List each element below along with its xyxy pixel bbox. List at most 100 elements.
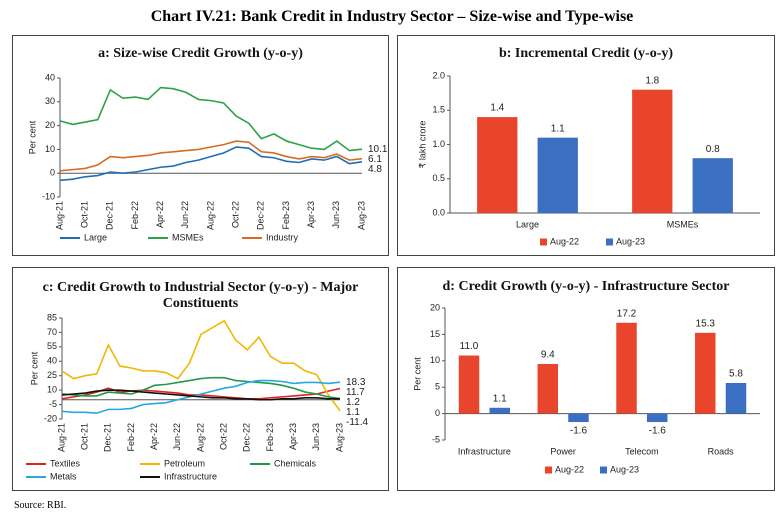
panel-frame xyxy=(12,267,389,491)
y-tick-label: -5 xyxy=(49,399,57,409)
x-tick-label: Aug-21 xyxy=(54,201,64,230)
y-tick-label: 0 xyxy=(50,168,55,178)
x-tick-label: Apr-23 xyxy=(306,201,316,228)
y-tick-label: 55 xyxy=(47,341,57,351)
x-tick-label: Aug-21 xyxy=(56,423,66,452)
x-tick-label: Oct-21 xyxy=(80,201,90,228)
series-line xyxy=(61,379,341,415)
bar xyxy=(692,158,733,213)
panel-title: c: Credit Growth to Industrial Sector (y… xyxy=(42,280,359,311)
end-value-label: 10.1 xyxy=(368,144,388,155)
y-tick-label: -20 xyxy=(44,413,57,423)
series-line xyxy=(61,319,341,412)
panel-title: a: Size-wise Credit Growth (y-o-y) xyxy=(98,46,303,61)
y-tick-label: 0.5 xyxy=(432,173,445,183)
value-label: 11.0 xyxy=(460,341,479,352)
value-label: 1.1 xyxy=(493,393,507,404)
end-value-label: 4.8 xyxy=(368,164,382,175)
y-tick-label: 2.0 xyxy=(432,70,445,80)
value-label: 1.8 xyxy=(645,75,659,86)
value-label: 17.2 xyxy=(617,308,637,319)
x-tick-label: Dec-22 xyxy=(256,201,266,230)
y-tick-label: 10 xyxy=(45,144,55,154)
y-tick-label: 85 xyxy=(47,312,57,322)
legend-label: Aug-22 xyxy=(555,464,584,474)
bar xyxy=(458,355,480,414)
legend-label: Aug-22 xyxy=(550,236,579,246)
series-line xyxy=(61,376,341,400)
panel-title: d: Credit Growth (y-o-y) - Infrastructur… xyxy=(442,279,730,294)
legend-swatch xyxy=(545,466,552,474)
value-label: 0.8 xyxy=(706,144,720,155)
value-label: -1.6 xyxy=(570,426,588,437)
x-tick-label: Dec-21 xyxy=(103,423,113,452)
x-tick-label: Aug-22 xyxy=(205,201,215,230)
x-tick-label: Feb-23 xyxy=(281,201,291,230)
legend-label: Infrastructure xyxy=(164,471,217,481)
legend-label: Aug-23 xyxy=(616,236,645,246)
end-value-label: 6.1 xyxy=(368,154,382,165)
x-tick-label: Power xyxy=(550,446,576,456)
x-tick-label: Jun-22 xyxy=(180,201,190,229)
x-tick-label: Jun-22 xyxy=(172,423,182,451)
x-tick-label: Infrastructure xyxy=(458,446,511,456)
x-tick-label: Oct-22 xyxy=(219,423,229,450)
y-tick-label: 0 xyxy=(435,408,440,418)
value-label: 1.1 xyxy=(551,123,565,134)
series-line xyxy=(59,140,363,172)
series-line xyxy=(61,387,341,400)
value-label: 5.8 xyxy=(729,369,743,380)
series-line xyxy=(59,146,363,182)
bar xyxy=(568,413,589,423)
y-tick-label: -5 xyxy=(432,434,440,444)
x-tick-label: Aug-23 xyxy=(356,201,366,230)
value-label: 1.4 xyxy=(490,103,504,114)
legend-label: Aug-23 xyxy=(610,464,639,474)
y-tick-label: 25 xyxy=(47,370,57,380)
y-tick-label: 1.5 xyxy=(432,105,445,115)
value-label: -1.6 xyxy=(649,426,667,437)
bar xyxy=(537,363,559,414)
y-axis-title: ₹ lakh crore xyxy=(417,121,427,169)
bar xyxy=(725,382,747,414)
series-line xyxy=(61,389,341,401)
y-tick-label: 1.0 xyxy=(432,139,445,149)
x-tick-label: Feb-23 xyxy=(265,423,275,452)
panel-title: b: Incremental Credit (y-o-y) xyxy=(498,46,674,61)
x-tick-label: Feb-22 xyxy=(126,423,136,452)
panel-frame xyxy=(397,267,775,491)
legend-label: Industry xyxy=(266,232,299,242)
x-tick-label: Apr-23 xyxy=(288,423,298,450)
x-tick-label: Large xyxy=(516,219,539,229)
bar xyxy=(695,332,716,414)
legend-label: Metals xyxy=(50,471,77,481)
y-tick-label: 30 xyxy=(45,96,55,106)
x-tick-label: Telecom xyxy=(625,446,659,456)
x-tick-label: Jun-23 xyxy=(331,201,341,229)
series-line xyxy=(59,86,363,152)
end-value-label: 1.2 xyxy=(346,397,360,408)
bar xyxy=(477,117,518,213)
source-note: Source: RBI. xyxy=(14,500,67,511)
legend-label: MSMEs xyxy=(172,232,204,242)
y-tick-label: 40 xyxy=(45,72,55,82)
legend-label: Large xyxy=(84,232,107,242)
legend-label: Textiles xyxy=(50,458,81,468)
x-tick-label: Dec-21 xyxy=(105,201,115,230)
x-tick-label: Aug-23 xyxy=(334,423,344,452)
legend-swatch xyxy=(600,466,607,474)
bar xyxy=(646,413,668,423)
legend-swatch xyxy=(540,238,547,246)
x-tick-label: Dec-22 xyxy=(242,423,252,452)
bar xyxy=(489,407,510,414)
y-axis-title: Per cent xyxy=(27,120,37,154)
y-tick-label: 40 xyxy=(47,356,57,366)
y-tick-label: 0.0 xyxy=(432,207,445,217)
bar xyxy=(616,322,637,414)
bar xyxy=(537,137,578,213)
x-tick-label: Oct-22 xyxy=(231,201,241,228)
x-tick-label: Roads xyxy=(708,446,735,456)
y-tick-label: 20 xyxy=(430,302,440,312)
